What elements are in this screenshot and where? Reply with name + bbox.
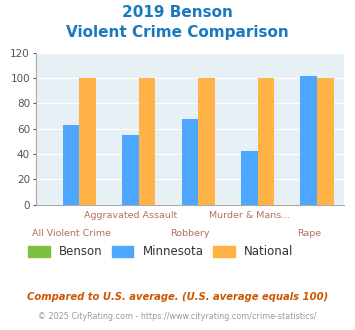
Bar — [258, 78, 274, 205]
Bar — [122, 135, 139, 205]
Text: © 2025 CityRating.com - https://www.cityrating.com/crime-statistics/: © 2025 CityRating.com - https://www.city… — [38, 312, 317, 321]
Bar — [300, 76, 317, 205]
Bar — [317, 78, 334, 205]
Bar — [63, 125, 80, 205]
Text: Violent Crime Comparison: Violent Crime Comparison — [66, 25, 289, 40]
Bar — [182, 118, 198, 205]
Text: Robbery: Robbery — [170, 229, 210, 238]
Text: 2019 Benson: 2019 Benson — [122, 5, 233, 20]
Bar — [198, 78, 215, 205]
Bar — [241, 151, 258, 205]
Text: Rape: Rape — [297, 229, 321, 238]
Bar — [139, 78, 155, 205]
Text: All Violent Crime: All Violent Crime — [32, 229, 111, 238]
Text: Aggravated Assault: Aggravated Assault — [84, 211, 177, 220]
Text: Compared to U.S. average. (U.S. average equals 100): Compared to U.S. average. (U.S. average … — [27, 292, 328, 302]
Bar — [80, 78, 96, 205]
Legend: Benson, Minnesota, National: Benson, Minnesota, National — [24, 241, 298, 263]
Text: Murder & Mans...: Murder & Mans... — [209, 211, 290, 220]
